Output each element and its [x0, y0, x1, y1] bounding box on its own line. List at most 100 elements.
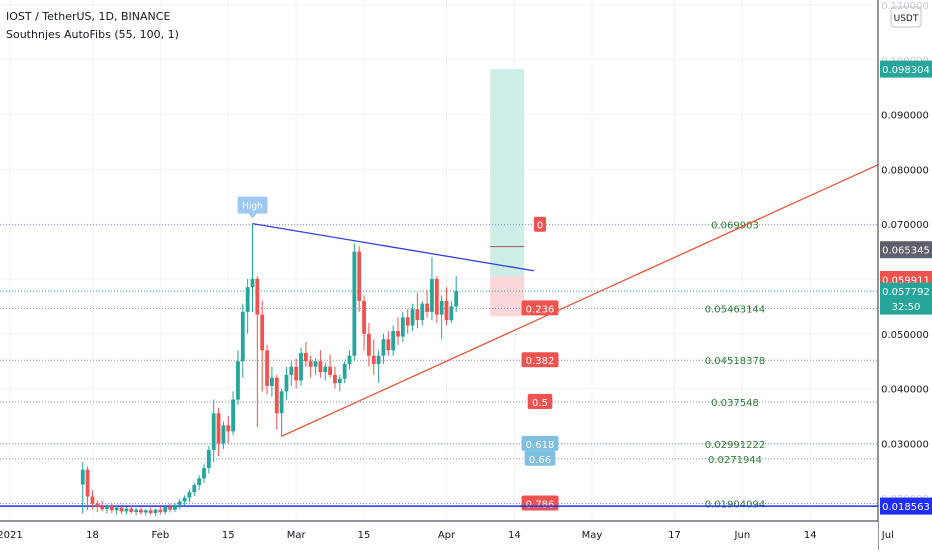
candle: [439, 295, 444, 340]
time-tick-label: Mar: [287, 530, 307, 541]
candle-body: [226, 425, 231, 432]
candle-body: [308, 361, 313, 367]
fib-ratio-label: 0.382: [526, 356, 555, 367]
candle-body: [119, 507, 124, 512]
legend-block: IOST / TetherUS, 1D, BINANCE Southnjes A…: [6, 8, 179, 44]
fib-ratio-label: 0.5: [532, 398, 548, 409]
currency-button[interactable]: [890, 6, 922, 28]
candle-body: [192, 485, 197, 493]
candle: [386, 331, 391, 356]
candle-body: [124, 508, 129, 512]
fib-ratio-label: 0.236: [526, 304, 555, 315]
candle-body: [129, 508, 134, 512]
time-axis: 2021 18 Feb 15 Mar 15 Apr 14 May 17 Jun 14 Jul: [0, 520, 894, 550]
candle: [255, 276, 260, 427]
candle-body: [114, 507, 119, 511]
candle-body: [289, 366, 294, 375]
candle-body: [386, 339, 391, 351]
price-tag: 0.098304: [880, 60, 932, 78]
candle: [308, 355, 313, 378]
candle: [313, 358, 318, 375]
candle: [449, 300, 454, 323]
fib-ratio-label: 0.618: [526, 440, 555, 451]
fib-levels: 0 0.069903 0.236 0.05463144 0.382 0.04518378 0…: [0, 216, 878, 511]
indicator-title[interactable]: Southnjes AutoFibs (55, 100, 1): [6, 28, 179, 41]
symbol-title[interactable]: IOST / TetherUS, 1D, BINANCE: [6, 10, 171, 23]
price-axis: USDT 0.090000 0.080000 0.070000 0.050000 0.04…: [877, 0, 932, 550]
candle-body: [299, 352, 303, 381]
candle-body: [100, 506, 105, 510]
candle: [129, 505, 134, 514]
fib-value-label: 0.01904094: [705, 499, 765, 510]
fib-ratio-label: 0: [537, 221, 543, 232]
candle: [95, 500, 100, 512]
time-tick-label: May: [582, 530, 603, 541]
candle-body: [328, 366, 332, 375]
price-tag-box: [880, 497, 932, 515]
candle-body: [391, 331, 396, 351]
candle: [197, 475, 202, 490]
high-label: High: [242, 202, 263, 212]
candle: [100, 500, 105, 512]
candle: [80, 462, 85, 514]
candle-body: [168, 506, 172, 510]
candle: [192, 482, 197, 497]
candle: [434, 276, 439, 323]
candle: [274, 374, 279, 430]
candle: [396, 317, 400, 345]
candle: [381, 333, 386, 364]
fib-value-label: 0.02991222: [705, 440, 765, 451]
fib-value-label: 0.0271944: [708, 455, 762, 466]
currency-label: USDT: [894, 14, 919, 24]
price-tick-label: 0.070000: [881, 220, 929, 231]
high-callout-pointer: [248, 213, 257, 219]
candle-body: [337, 378, 342, 384]
fib-value-label: 0.05463144: [705, 304, 765, 315]
candle: [265, 344, 269, 395]
candle-body: [255, 279, 260, 315]
candle: [105, 504, 109, 514]
candle-body: [284, 374, 289, 392]
price-tick-label: 0.050000: [881, 330, 929, 341]
candle-body: [318, 361, 323, 373]
fib-ratio-tag: [521, 300, 559, 316]
price-tag-box: [880, 282, 932, 315]
candle-body: [381, 339, 386, 356]
price-tag-box: [880, 241, 932, 259]
candle-body: [85, 469, 90, 497]
candle: [400, 311, 405, 343]
candle-body: [216, 413, 221, 444]
price-tag-label: 0.059911: [882, 275, 930, 286]
candle-body: [323, 366, 328, 373]
candle: [337, 374, 342, 392]
candle: [240, 303, 245, 378]
time-tick-label: 14: [804, 530, 817, 541]
candle: [303, 342, 308, 367]
candle-body: [158, 509, 163, 512]
candle: [163, 505, 168, 515]
candle-body: [415, 309, 420, 321]
candle-body: [449, 306, 454, 321]
position-stop-zone: [490, 276, 525, 317]
candle: [109, 503, 114, 513]
candles: [80, 223, 459, 516]
candle: [371, 339, 376, 375]
time-tick-label: Jul: [881, 530, 894, 541]
fib-value-label: 0.04518378: [705, 356, 765, 367]
candle-body: [352, 251, 357, 356]
price-tag-label: 0.018563: [882, 502, 930, 513]
candle-body: [197, 478, 202, 486]
candle: [318, 350, 323, 378]
candle: [405, 309, 410, 334]
candle: [299, 347, 303, 386]
candle-body: [420, 303, 425, 321]
candle: [114, 505, 119, 515]
candle-body: [105, 505, 109, 510]
candle: [328, 354, 332, 378]
candle-body: [371, 355, 376, 364]
time-tick-label: 15: [222, 530, 235, 541]
fib-ratio-label: 0.66: [529, 455, 551, 466]
